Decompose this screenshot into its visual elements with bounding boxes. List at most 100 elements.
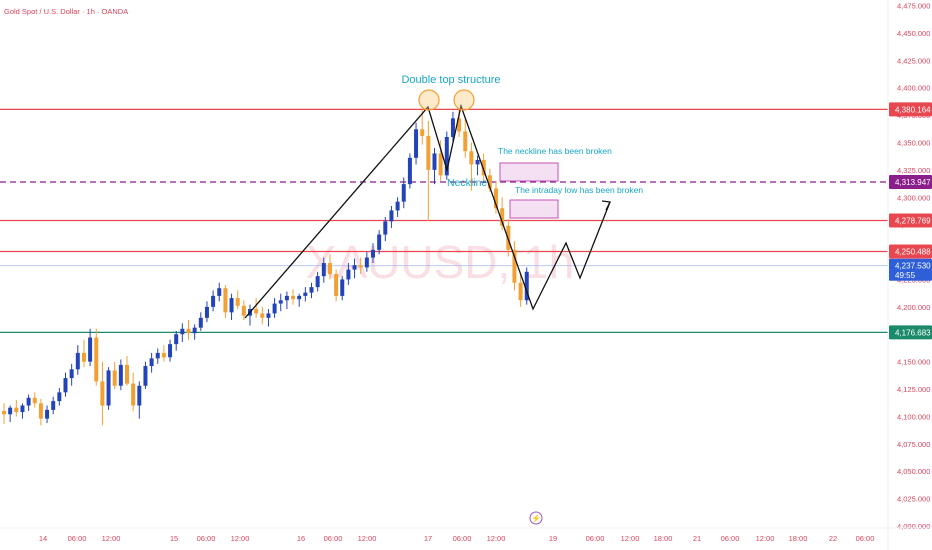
candle [143,361,148,390]
y-tick-label: 4,475.000 [897,1,930,10]
candle [106,367,111,410]
x-tick-label: 16 [297,534,305,543]
candle [217,282,222,302]
candle-body [334,273,339,296]
trend-path [244,103,611,319]
candle-body [444,136,449,176]
candle-body [229,298,234,313]
candle [475,155,480,176]
x-tick-label: 06:00 [324,534,343,543]
x-tick-label: 12:00 [231,534,250,543]
x-tick-label: 19 [549,534,557,543]
candle [131,372,136,411]
x-tick-label: 06:00 [856,534,875,543]
candle-body [463,131,468,152]
candle [168,339,173,362]
candle-body [524,271,529,301]
price-tag-text-current: 4,237.530 [895,262,931,271]
candle-body [26,397,31,406]
candle [254,298,259,318]
candle [192,324,197,340]
candle [371,243,375,264]
candle-body [426,135,431,170]
candle [395,197,400,217]
candle-body [518,282,523,301]
candle-body [155,352,160,359]
candle-body [487,175,492,189]
candle [494,180,498,214]
candle [481,153,486,181]
candle-body [217,288,222,296]
candle-body [481,160,486,176]
candle [518,273,523,307]
candle [315,271,320,292]
price-tag-text-resistance: 4,380.164 [895,105,931,114]
candle [223,284,228,318]
candle [180,323,185,342]
chart-title: Gold Spot / U.S. Dollar · 1h · OANDA [4,7,128,16]
candle-body [69,369,74,379]
candle-body [192,327,197,334]
candle [512,241,517,291]
candle [235,290,240,310]
candle [125,356,129,386]
candle [463,118,468,158]
candle [38,398,43,426]
candle-body [14,407,19,413]
candle [432,147,437,185]
candle-body [32,397,37,404]
neckline-broken-label: The neckline has been broken [498,146,612,156]
price-tag-text-neckline: 4,313.947 [895,178,931,187]
countdown-text: 49:55 [895,271,916,280]
candle [309,282,314,299]
candle-body [254,309,259,314]
candle-body [494,188,498,209]
price-tag-neckline [889,174,932,189]
candle [137,381,142,419]
candle [426,120,431,222]
price-tag-support [889,325,932,340]
candle-body [45,409,50,419]
candle-body [118,364,123,386]
x-tick-label: 12:00 [102,534,121,543]
candle-body [383,221,388,235]
y-tick-label: 4,125.000 [897,385,930,394]
candle [469,142,474,191]
candle-body [340,279,345,296]
candle [266,309,271,327]
candle-body [57,392,62,402]
candle-body [131,383,136,406]
arrow-head [601,200,611,211]
price-tag-resistance [889,102,932,117]
candle [63,372,68,397]
candle [414,122,419,165]
candle-body [88,337,93,362]
x-tick-label: 06:00 [453,534,472,543]
candle [260,306,265,325]
candle [161,345,166,362]
y-tick-label: 4,050.000 [897,467,930,476]
price-tag-level_low [889,244,932,259]
candle [364,252,369,272]
time-axis[interactable]: 14 06:00 12:00 15 06:00 12:00 16 06:00 12:00 17 06… [0,511,932,543]
x-tick-label: 15 [170,534,178,543]
watermark-text: XAUUSD, 1h [306,236,574,288]
candle [450,111,455,143]
lightning-icon[interactable] [529,511,543,525]
candle [500,197,505,231]
candle [377,230,382,255]
candle-body [272,303,277,314]
candle-body [291,295,296,300]
y-tick-label: 4,400.000 [897,84,930,93]
y-tick-label: 4,425.000 [897,56,930,65]
candle-body [420,129,425,136]
candle-body [364,257,369,268]
price-axis[interactable]: 4,475.0004,450.0004,425.0004,400.0004,37… [887,0,932,550]
candle-body [149,358,154,367]
candle [352,258,357,279]
candle-body [401,184,406,202]
x-tick-label: 14 [39,534,47,543]
intraday-low-zone [509,199,559,219]
candle [94,328,99,386]
